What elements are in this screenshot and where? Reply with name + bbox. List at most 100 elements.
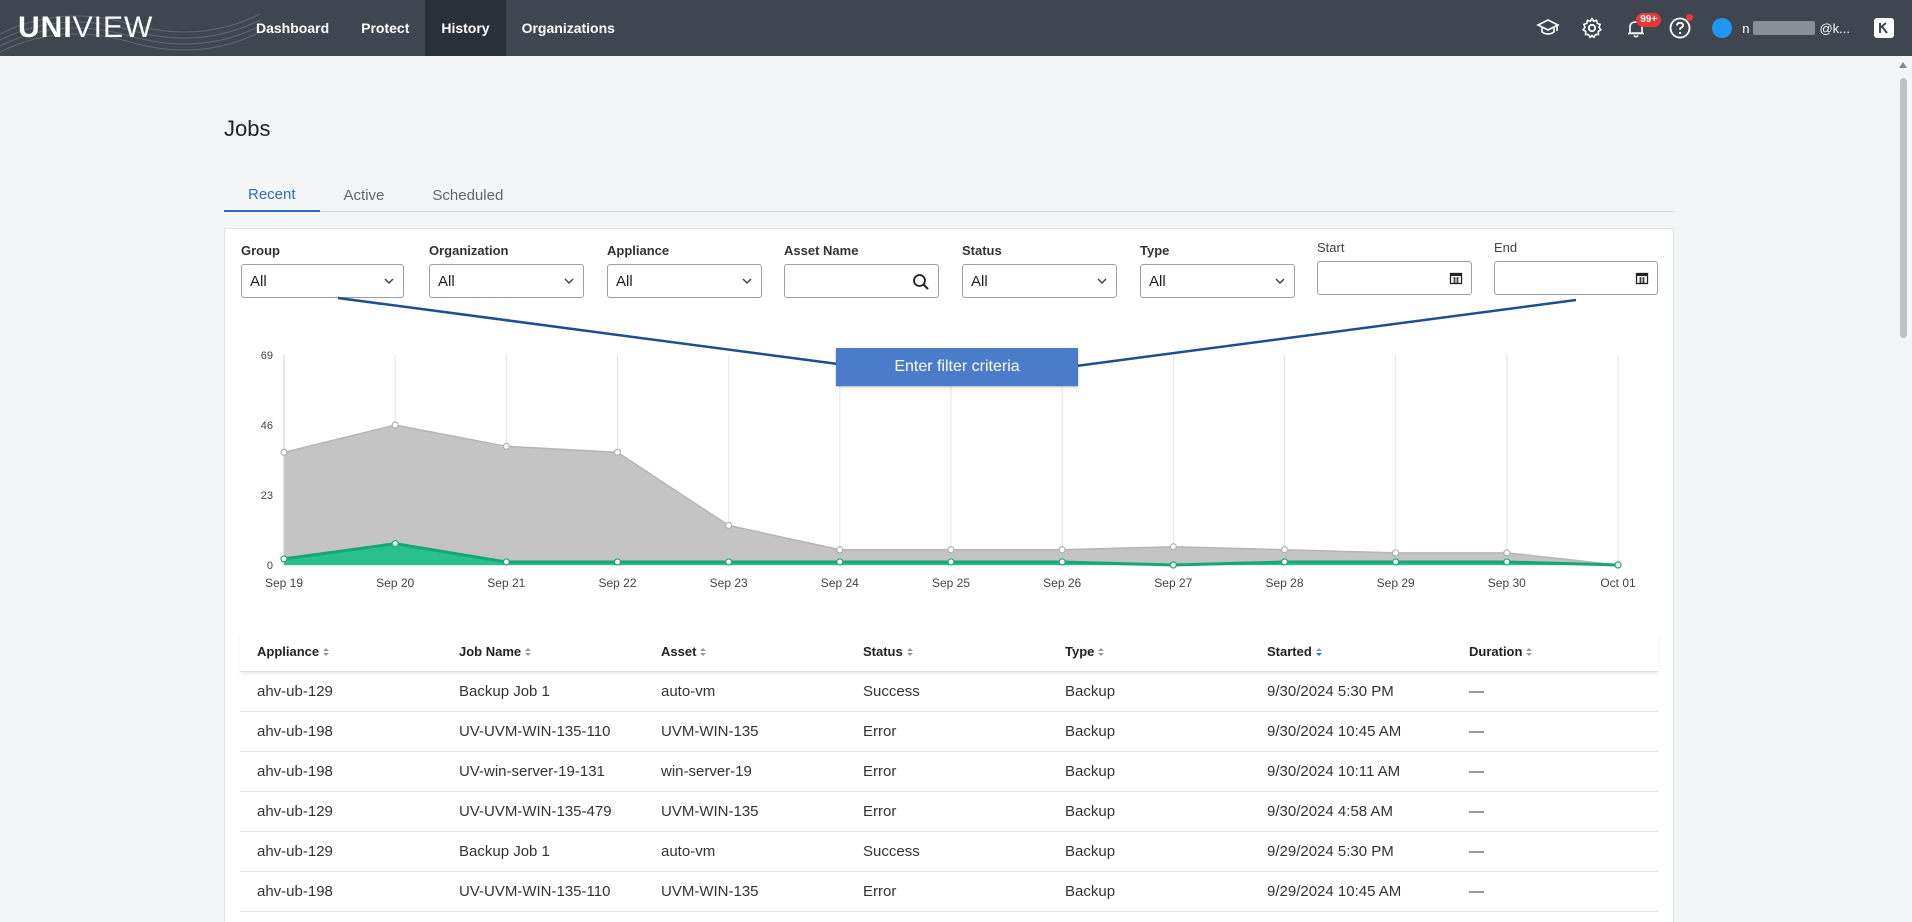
type-filter-label: Type bbox=[1140, 243, 1170, 258]
cell-started: 9/30/2024 4:58 AM bbox=[1267, 803, 1393, 820]
x-tick-label: Sep 27 bbox=[1154, 576, 1192, 590]
sort-icon bbox=[1315, 647, 1322, 656]
end-date-label: End bbox=[1494, 240, 1518, 255]
table-body: ahv-ub-129 Backup Job 1 auto-vm Success Back… bbox=[240, 672, 1658, 912]
graduation-cap-icon bbox=[1536, 19, 1561, 35]
cell-type: Backup bbox=[1065, 683, 1116, 700]
tab-recent[interactable]: Recent bbox=[224, 178, 320, 212]
top-actions: 99+ n @k... bbox=[1526, 0, 1912, 56]
series-0-point bbox=[1169, 543, 1177, 551]
notifications-button[interactable]: 99+ bbox=[1614, 0, 1662, 56]
appliance-select[interactable]: All bbox=[607, 264, 762, 298]
appliance-filter-label: Appliance bbox=[607, 243, 670, 258]
nav-organizations[interactable]: Organizations bbox=[521, 20, 615, 36]
cell-appliance: ahv-ub-129 bbox=[257, 683, 333, 700]
training-button[interactable] bbox=[1526, 0, 1570, 56]
top-navigation-bar: UNI VIEW Dashboard Protect History Organizat… bbox=[0, 0, 1912, 56]
series-1-point bbox=[725, 558, 733, 566]
table-row[interactable]: ahv-ub-129 UV-UVM-WIN-135-479 UVM-WIN-135 E… bbox=[240, 792, 1658, 832]
series-1-point bbox=[391, 540, 399, 548]
series-1-point bbox=[280, 555, 288, 563]
search-icon[interactable] bbox=[912, 273, 930, 291]
user-menu[interactable]: n @k... bbox=[1712, 18, 1850, 38]
sort-icon bbox=[700, 647, 707, 656]
chevron-down-icon bbox=[1275, 278, 1285, 285]
status-select[interactable]: All bbox=[962, 264, 1117, 298]
calendar-icon[interactable] bbox=[1635, 271, 1649, 285]
series-1-point bbox=[1503, 558, 1511, 566]
cell-appliance: ahv-ub-198 bbox=[257, 723, 333, 740]
start-date-input[interactable] bbox=[1317, 261, 1472, 295]
series-1-point bbox=[1392, 558, 1400, 566]
asset-name-input[interactable] bbox=[784, 264, 939, 298]
gear-icon bbox=[1582, 17, 1602, 39]
y-tick-label: 23 bbox=[261, 490, 273, 502]
cell-status: Error bbox=[863, 803, 897, 820]
user-name-suffix: @k... bbox=[1819, 20, 1850, 36]
column-header-label: Type bbox=[1065, 644, 1095, 659]
column-header-job-name[interactable]: Job Name bbox=[442, 644, 644, 659]
column-header-type[interactable]: Type bbox=[1048, 644, 1250, 659]
page-scrollbar[interactable] bbox=[1895, 56, 1912, 922]
organization-filter-label: Organization bbox=[429, 243, 509, 258]
filter-bar: Group All Organization All Appliance All… bbox=[241, 240, 1661, 313]
cell-job-name: UV-UVM-WIN-135-110 bbox=[459, 723, 611, 740]
table-row[interactable]: ahv-ub-129 Backup Job 1 auto-vm Success Back… bbox=[240, 832, 1658, 872]
cell-asset: win-server-19 bbox=[661, 763, 752, 780]
help-button[interactable] bbox=[1658, 0, 1702, 56]
x-tick-label: Oct 01 bbox=[1600, 576, 1636, 590]
group-filter-label: Group bbox=[241, 243, 280, 258]
kasm-logo-icon bbox=[1879, 22, 1888, 34]
chevron-down-icon bbox=[564, 278, 574, 285]
column-header-appliance[interactable]: Appliance bbox=[240, 644, 442, 659]
table-row[interactable]: ahv-ub-198 UV-UVM-WIN-135-110 UVM-WIN-135 E… bbox=[240, 712, 1658, 752]
series-1-point bbox=[502, 558, 510, 566]
nav-dashboard[interactable]: Dashboard bbox=[256, 20, 330, 36]
end-date-input[interactable] bbox=[1494, 261, 1658, 295]
series-0-point bbox=[1503, 549, 1511, 557]
tab-scheduled[interactable]: Scheduled bbox=[432, 186, 504, 204]
calendar-icon[interactable] bbox=[1449, 271, 1463, 285]
column-header-duration[interactable]: Duration bbox=[1452, 644, 1652, 659]
cell-duration: — bbox=[1469, 843, 1484, 860]
jobs-history-chart: 0 23 46 69 Sep 19 Sep 20 Sep 21 Sep 22 Sep 23 Sep… bbox=[261, 350, 1636, 590]
x-tick-label: Sep 25 bbox=[932, 576, 970, 590]
table-row[interactable]: ahv-ub-129 Backup Job 1 auto-vm Success Back… bbox=[240, 672, 1658, 712]
cell-started: 9/29/2024 5:30 PM bbox=[1267, 843, 1394, 860]
column-header-asset[interactable]: Asset bbox=[644, 644, 846, 659]
cell-duration: — bbox=[1469, 883, 1484, 900]
group-select[interactable]: All bbox=[241, 264, 404, 298]
kasm-exit-button[interactable] bbox=[1874, 18, 1894, 38]
group-select-value: All bbox=[250, 272, 267, 290]
status-select-value: All bbox=[971, 272, 988, 290]
nav-protect[interactable]: Protect bbox=[361, 20, 410, 36]
organization-filter: Organization All bbox=[429, 243, 584, 298]
sort-icon bbox=[525, 647, 532, 656]
series-0-point bbox=[391, 421, 399, 429]
x-tick-label: Sep 21 bbox=[487, 576, 525, 590]
scroll-up-arrow-icon[interactable] bbox=[1899, 62, 1907, 68]
organization-select[interactable]: All bbox=[429, 264, 584, 298]
nav-history[interactable]: History bbox=[425, 0, 506, 56]
chevron-down-icon bbox=[1097, 278, 1107, 285]
tab-active[interactable]: Active bbox=[343, 186, 385, 204]
cell-started: 9/30/2024 10:45 AM bbox=[1267, 723, 1402, 740]
series-1-point bbox=[1280, 558, 1289, 566]
column-header-started[interactable]: Started bbox=[1250, 644, 1452, 659]
cell-status: Error bbox=[863, 763, 897, 780]
y-tick-label: 0 bbox=[267, 560, 273, 572]
scrollbar-thumb[interactable] bbox=[1900, 78, 1907, 338]
table-row[interactable]: ahv-ub-198 UV-win-server-19-131 win-server… bbox=[240, 752, 1658, 792]
uniview-logo[interactable]: UNI VIEW bbox=[18, 11, 153, 44]
cell-type: Backup bbox=[1065, 723, 1116, 740]
series-0-point bbox=[502, 442, 510, 450]
type-select[interactable]: All bbox=[1140, 264, 1295, 298]
notifications-badge: 99+ bbox=[1636, 13, 1662, 27]
cell-job-name: Backup Job 1 bbox=[459, 683, 550, 700]
column-header-label: Started bbox=[1267, 644, 1312, 659]
cell-type: Backup bbox=[1065, 883, 1116, 900]
sort-icon bbox=[1098, 647, 1105, 656]
column-header-status[interactable]: Status bbox=[846, 644, 1048, 659]
settings-button[interactable] bbox=[1570, 0, 1614, 56]
table-row[interactable]: ahv-ub-198 UV-UVM-WIN-135-110 UVM-WIN-135 E… bbox=[240, 872, 1658, 912]
